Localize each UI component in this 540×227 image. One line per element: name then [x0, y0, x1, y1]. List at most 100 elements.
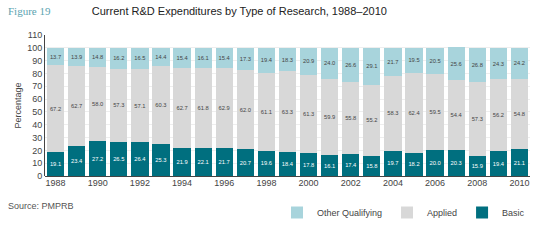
svg-text:25.3: 25.3 [155, 157, 166, 163]
svg-text:1992: 1992 [130, 178, 150, 188]
svg-text:10: 10 [32, 158, 42, 168]
svg-text:15.9: 15.9 [472, 163, 483, 169]
svg-text:1990: 1990 [88, 178, 108, 188]
svg-text:20.0: 20.0 [429, 160, 440, 166]
svg-text:1998: 1998 [256, 178, 276, 188]
svg-text:24.0: 24.0 [324, 60, 335, 66]
svg-text:21.1: 21.1 [514, 160, 525, 166]
svg-text:62.9: 62.9 [219, 105, 230, 111]
svg-text:62.0: 62.0 [240, 107, 251, 113]
svg-text:19.7: 19.7 [387, 160, 398, 166]
svg-text:15.4: 15.4 [176, 55, 188, 61]
svg-text:15.4: 15.4 [219, 55, 231, 61]
svg-text:1996: 1996 [214, 178, 234, 188]
svg-text:29.1: 29.1 [366, 63, 377, 69]
svg-text:2000: 2000 [299, 178, 319, 188]
svg-text:21.7: 21.7 [219, 159, 230, 165]
svg-text:14.8: 14.8 [92, 54, 103, 60]
svg-text:55.2: 55.2 [366, 117, 377, 123]
svg-text:22.1: 22.1 [198, 159, 209, 165]
svg-text:30: 30 [32, 133, 42, 143]
svg-text:2008: 2008 [467, 178, 487, 188]
svg-text:20.3: 20.3 [451, 160, 462, 166]
svg-text:19.4: 19.4 [261, 57, 273, 63]
svg-text:24.2: 24.2 [514, 60, 525, 66]
svg-text:57.1: 57.1 [134, 103, 145, 109]
svg-text:14.4: 14.4 [155, 54, 167, 60]
svg-text:59.9: 59.9 [324, 114, 335, 120]
svg-text:62.4: 62.4 [408, 110, 420, 116]
svg-text:24.3: 24.3 [493, 61, 504, 67]
svg-text:20.5: 20.5 [429, 58, 440, 64]
svg-text:63.3: 63.3 [282, 109, 293, 115]
svg-text:Current R&D Expenditures by Ty: Current R&D Expenditures by Type of Rese… [92, 5, 387, 17]
svg-text:18.4: 18.4 [282, 161, 294, 167]
svg-text:19.1: 19.1 [50, 161, 61, 167]
svg-text:21.9: 21.9 [176, 159, 187, 165]
svg-text:18.2: 18.2 [408, 161, 419, 167]
svg-text:59.5: 59.5 [429, 109, 440, 115]
svg-text:Percentage: Percentage [13, 82, 23, 128]
svg-text:0: 0 [37, 171, 42, 181]
svg-text:61.8: 61.8 [198, 105, 209, 111]
svg-text:110: 110 [28, 30, 42, 40]
svg-text:60: 60 [32, 94, 42, 104]
svg-text:23.4: 23.4 [71, 158, 83, 164]
svg-text:55.8: 55.8 [345, 115, 356, 121]
svg-text:57.3: 57.3 [472, 116, 483, 122]
svg-text:2002: 2002 [341, 178, 361, 188]
svg-text:26.4: 26.4 [134, 156, 146, 162]
svg-text:58.3: 58.3 [387, 110, 398, 116]
svg-text:1988: 1988 [46, 178, 66, 188]
svg-text:16.1: 16.1 [324, 163, 335, 169]
svg-text:60.3: 60.3 [155, 102, 166, 108]
svg-text:19.4: 19.4 [493, 161, 505, 167]
svg-text:20.9: 20.9 [303, 58, 314, 64]
svg-text:57.3: 57.3 [113, 102, 124, 108]
svg-text:16.1: 16.1 [198, 55, 209, 61]
svg-text:27.2: 27.2 [92, 156, 103, 162]
svg-text:Other Qualifying: Other Qualifying [317, 208, 382, 218]
svg-text:58.0: 58.0 [92, 101, 103, 107]
svg-text:21.7: 21.7 [387, 59, 398, 65]
svg-text:17.3: 17.3 [240, 56, 251, 62]
svg-text:67.2: 67.2 [50, 106, 61, 112]
svg-text:25.6: 25.6 [451, 61, 462, 67]
svg-text:62.7: 62.7 [176, 105, 187, 111]
svg-text:13.9: 13.9 [71, 54, 82, 60]
svg-text:26.8: 26.8 [472, 62, 483, 68]
svg-text:Applied: Applied [427, 208, 457, 218]
svg-text:Basic: Basic [502, 208, 525, 218]
svg-text:19.5: 19.5 [408, 57, 419, 63]
svg-text:15.8: 15.8 [366, 163, 377, 169]
svg-text:16.5: 16.5 [134, 55, 145, 61]
svg-text:18.3: 18.3 [282, 57, 293, 63]
svg-text:2010: 2010 [509, 178, 529, 188]
svg-text:61.1: 61.1 [261, 109, 272, 115]
svg-text:17.8: 17.8 [303, 162, 314, 168]
svg-text:70: 70 [32, 81, 42, 91]
svg-text:40: 40 [32, 120, 42, 130]
svg-text:62.7: 62.7 [71, 103, 82, 109]
svg-text:13.7: 13.7 [50, 54, 61, 60]
svg-text:90: 90 [32, 56, 42, 66]
svg-text:Figure 19: Figure 19 [8, 5, 51, 17]
svg-text:1994: 1994 [172, 178, 192, 188]
svg-text:80: 80 [32, 69, 42, 79]
svg-text:26.5: 26.5 [113, 156, 124, 162]
svg-text:50: 50 [32, 107, 42, 117]
svg-text:Source: PMPRB: Source: PMPRB [8, 201, 74, 211]
svg-text:2004: 2004 [383, 178, 403, 188]
svg-text:61.3: 61.3 [303, 111, 314, 117]
svg-text:20: 20 [32, 146, 42, 156]
svg-text:17.4: 17.4 [345, 162, 357, 168]
svg-text:56.2: 56.2 [493, 112, 504, 118]
svg-text:54.8: 54.8 [514, 111, 525, 117]
svg-text:26.6: 26.6 [345, 62, 356, 68]
svg-text:2006: 2006 [425, 178, 445, 188]
svg-text:54.4: 54.4 [451, 112, 463, 118]
svg-text:100: 100 [27, 43, 42, 53]
svg-text:19.6: 19.6 [261, 160, 272, 166]
svg-text:16.2: 16.2 [113, 55, 124, 61]
svg-text:20.7: 20.7 [240, 160, 251, 166]
